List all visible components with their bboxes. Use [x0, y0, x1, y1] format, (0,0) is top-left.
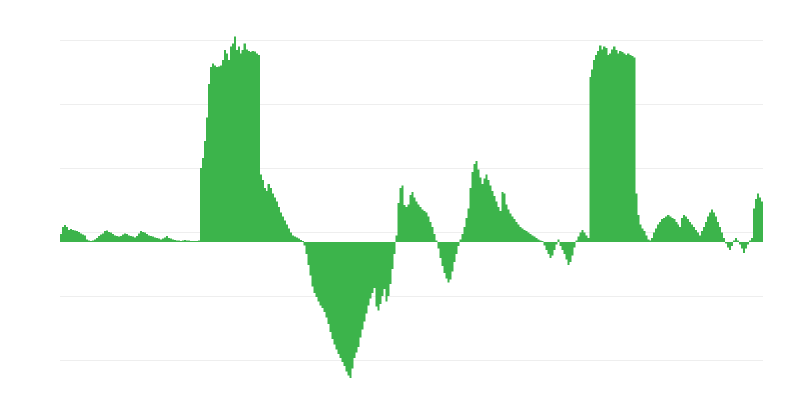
gridline-0	[60, 40, 763, 41]
gridline-2	[60, 168, 763, 169]
gridline-5	[60, 360, 763, 361]
gridline-1	[60, 104, 763, 105]
gridline-4	[60, 296, 763, 297]
